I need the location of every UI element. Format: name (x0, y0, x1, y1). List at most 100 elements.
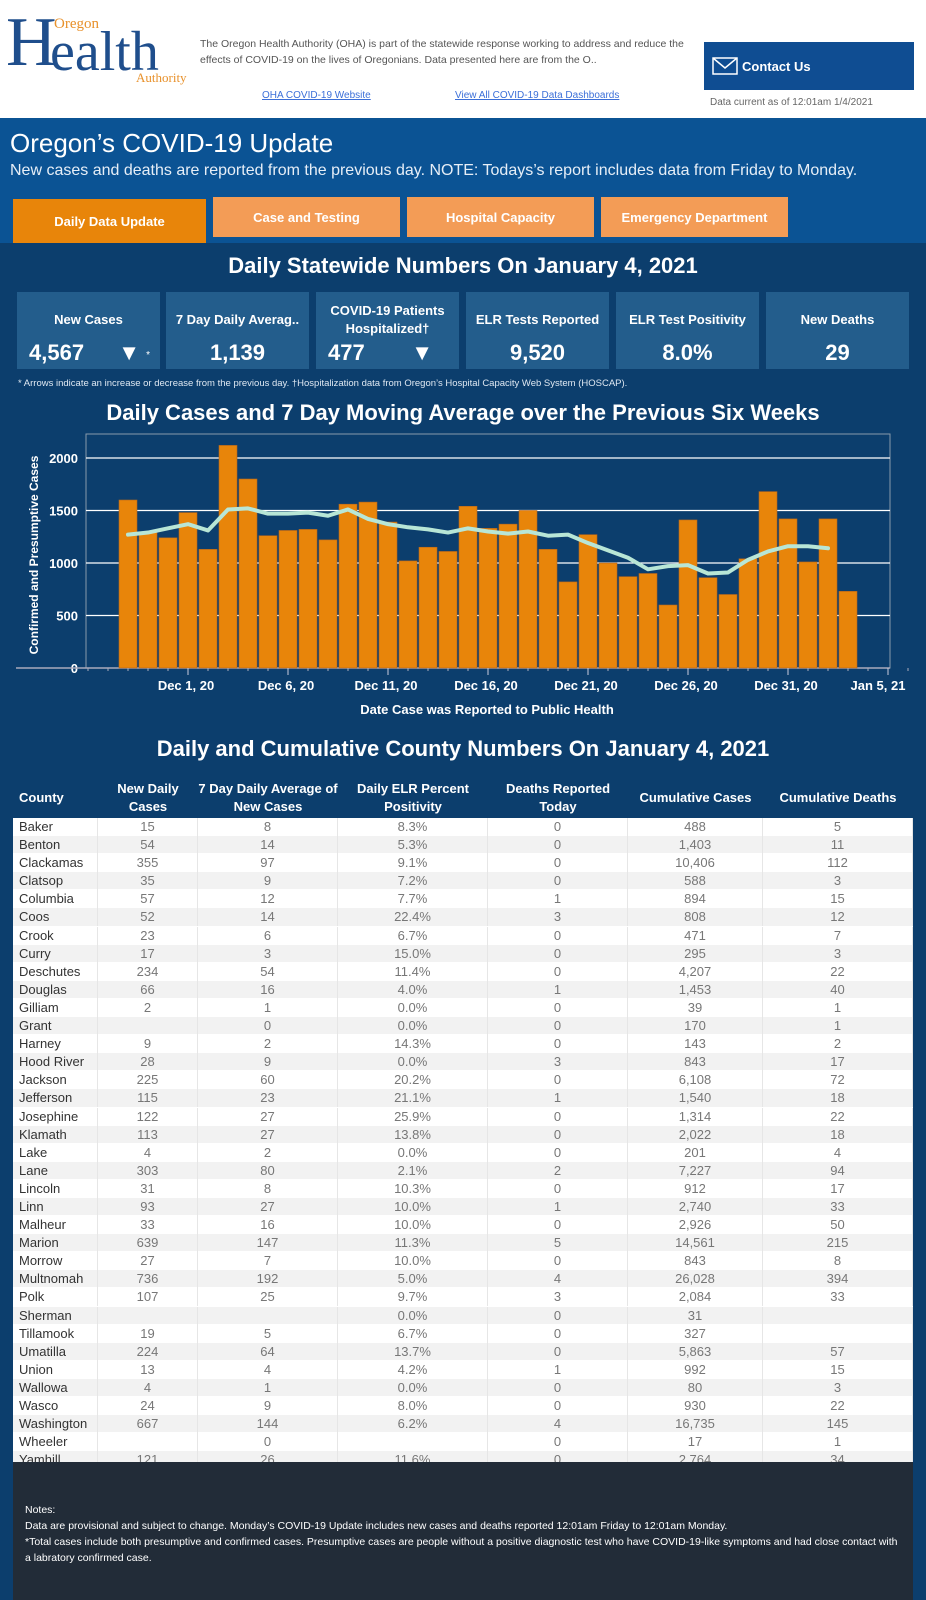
table-cell: 8 (763, 1252, 913, 1271)
table-cell: 6.2% (338, 1415, 488, 1434)
table-cell: 33 (98, 1216, 198, 1235)
table-row: Douglas 66 16 4.0% 1 1,453 40 (13, 980, 913, 999)
table-body: Baker 15 8 8.3% 0 488 5 Benton 54 14 5.3% 0 1,403 11 C… (13, 818, 913, 1470)
logo-oregon: Oregon (54, 16, 99, 32)
table-cell: 0 (488, 854, 628, 873)
table-cell: 0.0% (338, 1306, 488, 1325)
table-row: Jefferson 115 23 21.1% 1 1,540 18 (13, 1089, 913, 1108)
county-name-cell: Union (13, 1360, 98, 1379)
all-dashboards-link[interactable]: View All COVID-19 Data Dashboards (455, 90, 620, 101)
table-cell: 0 (488, 1306, 628, 1325)
table-cell: 1 (198, 998, 338, 1017)
table-cell: 0 (488, 818, 628, 836)
kpi-label: New Cases (54, 312, 123, 327)
county-name-cell: Jefferson (13, 1089, 98, 1108)
tab-daily-data-update[interactable]: Daily Data Update (13, 199, 206, 243)
county-name-cell: Morrow (13, 1252, 98, 1271)
table-cell: 50 (763, 1216, 913, 1235)
table-cell: 19 (98, 1324, 198, 1343)
table-row: Josephine 122 27 25.9% 0 1,314 22 (13, 1107, 913, 1126)
table-cell: 27 (98, 1252, 198, 1271)
table-cell: 4 (98, 1378, 198, 1397)
table-cell: 0 (488, 962, 628, 981)
table-row: Klamath 113 27 13.8% 0 2,022 18 (13, 1125, 913, 1144)
table-cell: 588 (628, 872, 763, 891)
table-cell (763, 1306, 913, 1325)
table-cell: 0 (488, 836, 628, 855)
column-header[interactable]: Cumulative Cases (639, 790, 752, 805)
county-name-cell: Lane (13, 1161, 98, 1180)
column-header[interactable]: Cumulative Deaths (779, 790, 897, 805)
table-cell: 5.3% (338, 836, 488, 855)
table-cell: 143 (628, 1035, 763, 1054)
table-cell: 9 (98, 1035, 198, 1054)
table-cell: 667 (98, 1415, 198, 1434)
tab-emergency-department[interactable]: Emergency Department (601, 197, 788, 237)
table-cell: 22 (763, 962, 913, 981)
data-current-timestamp: Data current as of 12:01am 1/4/2021 (710, 97, 873, 108)
table-cell: 0 (488, 872, 628, 891)
table-cell: 0 (488, 1035, 628, 1054)
county-name-cell: Curry (13, 944, 98, 963)
county-name-cell: Columbia (13, 890, 98, 909)
table-cell: 0.0% (338, 1053, 488, 1072)
tab-hospital-capacity[interactable]: Hospital Capacity (407, 197, 594, 237)
table-cell: 20.2% (338, 1071, 488, 1090)
table-cell: 5 (198, 1324, 338, 1343)
table-cell: 22.4% (338, 908, 488, 927)
bar (378, 521, 398, 669)
bar (478, 528, 498, 669)
column-header[interactable]: New Daily Cases (117, 781, 179, 814)
county-name-cell: Lake (13, 1143, 98, 1162)
bar (598, 562, 618, 669)
kpi-elr-tests: ELR Tests Reported 9,520 (466, 292, 609, 369)
column-header[interactable]: Deaths Reported Today (505, 781, 611, 814)
table-cell: 2 (98, 998, 198, 1017)
moving-average-line (126, 506, 830, 576)
table-cell: 115 (98, 1089, 198, 1108)
table-cell: 11.4% (338, 962, 488, 981)
bar (538, 549, 558, 669)
county-name-cell: Gilliam (13, 998, 98, 1017)
table-cell: 10,406 (628, 854, 763, 873)
statewide-title: Daily Statewide Numbers On January 4, 20… (228, 253, 698, 278)
table-cell: 992 (628, 1360, 763, 1379)
column-header[interactable]: 7 Day Daily Average of New Cases (198, 781, 338, 814)
table-cell: 3 (763, 872, 913, 891)
contact-us-button[interactable]: Contact Us (704, 42, 914, 90)
table-cell: 33 (763, 1288, 913, 1307)
kpi-7-day-average: 7 Day Daily Averag.. 1,139 (166, 292, 309, 369)
table-row: Coos 52 14 22.4% 3 808 12 (13, 908, 913, 927)
table-cell (763, 1324, 913, 1343)
oha-logo[interactable]: H ealth Oregon Authority (6, 8, 191, 86)
tab-case-and-testing[interactable]: Case and Testing (213, 197, 400, 237)
x-tick-label: Dec 31, 20 (754, 678, 818, 693)
table-cell: 5,863 (628, 1342, 763, 1361)
table-cell: 18 (763, 1089, 913, 1108)
county-name-cell: Benton (13, 836, 98, 855)
notes-line: Data are provisional and subject to chan… (25, 1520, 728, 1532)
county-name-cell: Malheur (13, 1216, 98, 1235)
y-tick-label: 1000 (49, 556, 78, 571)
bar (278, 530, 298, 669)
table-cell: 25 (198, 1288, 338, 1307)
column-header[interactable]: County (19, 790, 64, 805)
bar (758, 491, 778, 669)
table-cell: 12 (763, 908, 913, 927)
bar (698, 577, 718, 669)
site-header: H ealth Oregon Authority The Oregon Heal… (0, 0, 926, 118)
table-cell: 0 (488, 1433, 628, 1452)
table-cell (338, 1433, 488, 1452)
table-row: Lane 303 80 2.1% 2 7,227 94 (13, 1161, 913, 1180)
table-cell (98, 1306, 198, 1325)
oha-website-link[interactable]: OHA COVID-19 Website (262, 90, 371, 101)
column-header[interactable]: Daily ELR Percent Positivity (357, 781, 469, 814)
table-cell: 4 (488, 1415, 628, 1434)
table-cell: 64 (198, 1342, 338, 1361)
bar (258, 535, 278, 669)
table-cell: 33 (763, 1197, 913, 1216)
bar (498, 523, 518, 669)
kpi-value: 29 (825, 340, 850, 365)
table-cell: 52 (98, 908, 198, 927)
